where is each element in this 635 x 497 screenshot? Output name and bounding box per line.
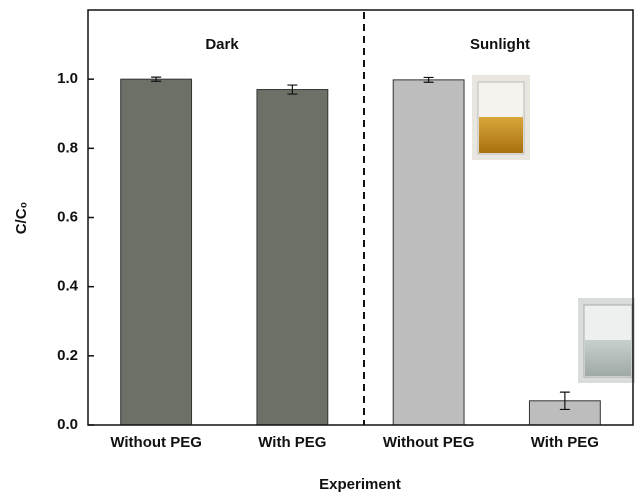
beaker-image [472,75,530,160]
y-tick-label: 0.2 [57,347,78,364]
y-tick-label: 0.0 [57,416,78,433]
x-tick-label: With PEG [531,434,599,451]
bar [257,90,328,425]
beaker-image [578,298,635,383]
annotation: Dark [205,36,239,53]
y-axis-label: C/C₀ [13,202,30,235]
y-tick-label: 1.0 [57,70,78,87]
x-axis-label: Experiment [319,476,401,493]
annotation: Sunlight [470,36,530,53]
y-tick-label: 0.6 [57,208,78,225]
x-tick-label: Without PEG [110,434,202,451]
bar [393,80,464,425]
bar [121,79,192,425]
chart: 0.0 0.2 0.4 0.6 0.8 1.0 Without PEG With PEG Wit… [0,0,635,497]
y-tick-label: 0.8 [57,139,78,156]
x-tick-label: Without PEG [383,434,475,451]
y-tick-label: 0.4 [57,278,79,295]
x-tick-label: With PEG [258,434,326,451]
